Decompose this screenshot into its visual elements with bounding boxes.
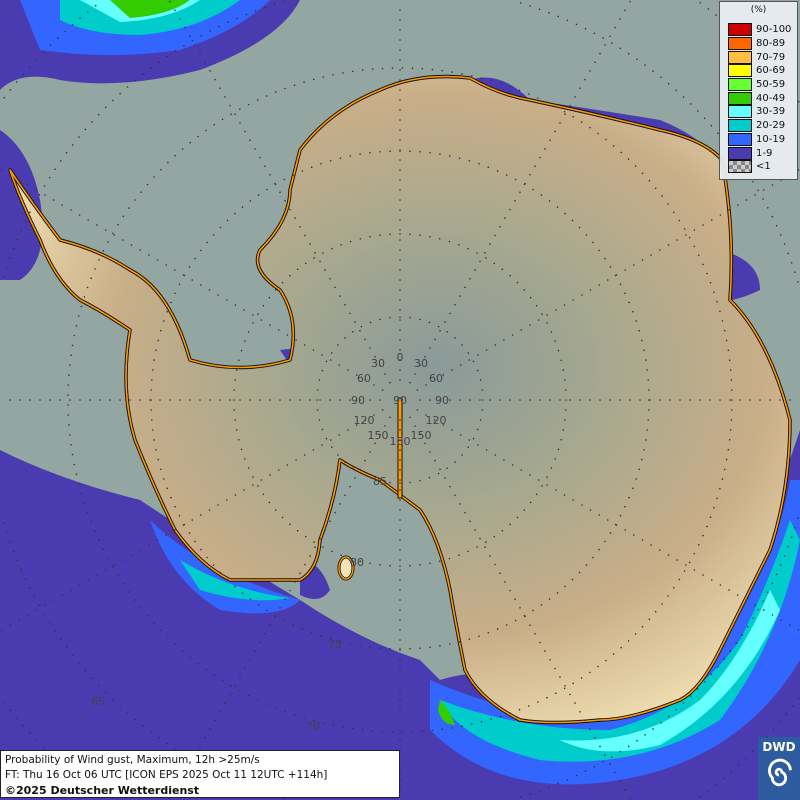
meridian-line: [416, 169, 800, 391]
legend-swatch: [728, 91, 752, 105]
legend-entry: 30-39: [728, 105, 785, 119]
meridian-line: [169, 0, 391, 384]
meridian-label: 0: [397, 351, 404, 364]
caption-box: Probability of Wind gust, Maximum, 12h >…: [0, 750, 400, 798]
latitude-label: 85: [373, 475, 387, 488]
latitude-circle: [67, 67, 733, 733]
legend-swatch: [728, 50, 752, 64]
meridian-label: 90: [435, 394, 449, 407]
pole-marker: [397, 397, 403, 499]
legend: (%) 90-100 80-89 70-79 60-69 50-59 40-49 30-39…: [719, 1, 798, 180]
legend-swatch: [728, 23, 752, 37]
latitude-circle: [316, 316, 484, 484]
legend-entry: 50-59: [728, 78, 785, 92]
caption-copyright: ©2025 Deutscher Wetterdienst: [5, 784, 200, 797]
meridian-label: 120: [354, 414, 375, 427]
graticule-labels: 0 30 30 60 60 90 90 90 120 120 150 150 1…: [91, 351, 449, 733]
spiral-icon: [768, 758, 792, 787]
legend-entry: 1-9: [728, 146, 772, 160]
legend-label: <1: [756, 161, 771, 173]
legend-entry: 80-89: [728, 36, 786, 51]
prob-area: [150, 520, 300, 614]
legend-entry: 90-100: [728, 23, 791, 37]
latitude-label: 80: [350, 556, 364, 569]
latitude-circle: [233, 233, 567, 567]
legend-entry: <1: [728, 160, 771, 174]
legend-label: 10-19: [756, 133, 786, 145]
caption-forecast-time: FT: Thu 16 Oct 06 UTC [ICON EPS 2025 Oct…: [5, 769, 328, 781]
legend-label: 1-9: [756, 147, 773, 159]
legend-swatch: [728, 36, 752, 50]
legend-entry: 60-69: [728, 64, 785, 78]
prob-area: [110, 0, 190, 18]
meridian-label: 150: [411, 429, 432, 442]
legend-entry: 10-19: [728, 132, 786, 147]
meridian-label: 30: [371, 357, 385, 370]
meridian-label: 150: [368, 429, 389, 442]
prob-area: [0, 130, 43, 280]
island-coastline: [338, 556, 354, 580]
meridian-line: [409, 0, 631, 384]
legend-swatch: [728, 119, 752, 133]
latitude-label: 70: [306, 720, 320, 733]
meridian-line: [416, 409, 800, 631]
legend-label: 50-59: [756, 79, 786, 91]
latitude-label: 65: [91, 695, 105, 708]
prob-area: [438, 700, 455, 725]
meridian-line: [0, 409, 384, 631]
legend-label: 60-69: [756, 65, 786, 77]
legend-swatch: [728, 132, 752, 146]
legend-entry: 20-29: [728, 119, 785, 133]
meridian-label: 90: [393, 394, 407, 407]
meridian-label: 60: [357, 372, 371, 385]
prob-area: [320, 688, 385, 703]
legend-label: 30-39: [756, 106, 786, 118]
legend-swatch: [728, 78, 752, 92]
caption-title: Probability of Wind gust, Maximum, 12h >…: [5, 754, 260, 766]
meridian-line: [409, 416, 631, 800]
legend-label: 70-79: [756, 51, 786, 63]
legend-label: 40-49: [756, 92, 786, 104]
latitude-label: 75: [328, 638, 342, 651]
dwd-logo: DWD: [758, 737, 800, 800]
prob-area: [560, 590, 780, 752]
meridian-label: 60: [429, 372, 443, 385]
meridian-label: 120: [426, 414, 447, 427]
legend-entry: 70-79: [728, 50, 785, 64]
legend-label: 20-29: [756, 120, 786, 132]
meridian-label: 90: [351, 394, 365, 407]
legend-entry: 40-49: [728, 91, 786, 106]
legend-label: 80-89: [756, 37, 786, 49]
logo-text: DWD: [762, 740, 796, 754]
legend-swatch: [728, 146, 752, 160]
meridian-label: 180: [390, 435, 411, 448]
legend-unit: (%): [750, 5, 767, 15]
legend-swatch: [728, 105, 752, 119]
meridian-label: 30: [414, 357, 428, 370]
prob-area: [180, 560, 290, 601]
latitude-circle: [150, 150, 650, 650]
antarctica-land: [8, 74, 792, 725]
legend-label: 90-100: [756, 24, 792, 36]
legend-swatch: [728, 64, 752, 78]
meridian-line: [0, 169, 384, 391]
legend-swatch: [728, 160, 752, 174]
